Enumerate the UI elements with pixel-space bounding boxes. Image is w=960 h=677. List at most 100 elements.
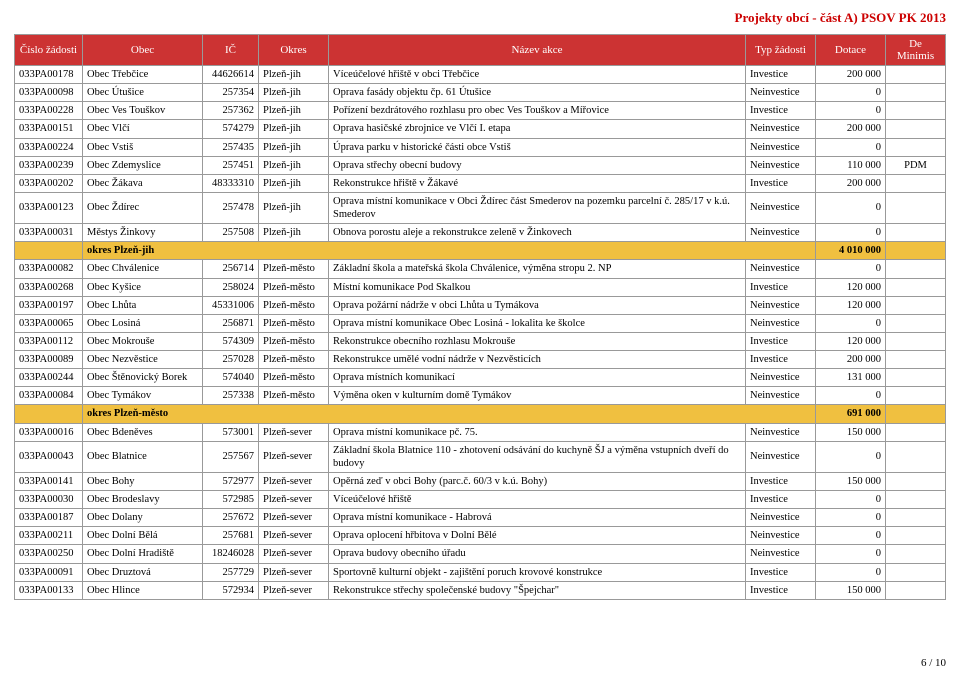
col-akce-cell: Základní škola Blatnice 110 - zhotovení … [329, 441, 746, 472]
col-ic-cell: 257354 [203, 84, 259, 102]
col-typ-cell: Neinvestice [746, 224, 816, 242]
table-row: 033PA00043Obec Blatnice257567Plzeň-sever… [15, 441, 946, 472]
col-okres-cell: Plzeň-sever [259, 441, 329, 472]
col-akce-cell: Sportovně kulturní objekt - zajištění po… [329, 563, 746, 581]
col-dot-cell: 200 000 [816, 66, 886, 84]
col-okres: Okres [259, 35, 329, 66]
col-id-cell: 033PA00065 [15, 314, 83, 332]
col-dm-cell [886, 296, 946, 314]
table-row: 033PA00187Obec Dolany257672Plzeň-severOp… [15, 509, 946, 527]
col-id-cell: 033PA00123 [15, 192, 83, 223]
col-dot-cell: 110 000 [816, 156, 886, 174]
col-typ-cell: Investice [746, 491, 816, 509]
col-dot-cell: 0 [816, 224, 886, 242]
col-typ-cell: Investice [746, 66, 816, 84]
col-obec-cell: Obec Mokrouše [83, 332, 203, 350]
col-akce-cell: Víceúčelové hřiště [329, 491, 746, 509]
table-row: 033PA00211Obec Dolní Bělá257681Plzeň-sev… [15, 527, 946, 545]
col-dm-cell [886, 423, 946, 441]
col-ic-cell: 18246028 [203, 545, 259, 563]
col-id-cell: 033PA00151 [15, 120, 83, 138]
col-typ-cell: Neinvestice [746, 260, 816, 278]
col-okres-cell: Plzeň-sever [259, 509, 329, 527]
col-id-cell: 033PA00178 [15, 66, 83, 84]
col-typ-cell: Investice [746, 472, 816, 490]
col-ic-cell: 48333310 [203, 174, 259, 192]
col-id-cell: 033PA00224 [15, 138, 83, 156]
col-typ-cell: Investice [746, 102, 816, 120]
col-akce-cell: Místní komunikace Pod Skalkou [329, 278, 746, 296]
col-akce-cell: Oprava hasičské zbrojnice ve Vlčí I. eta… [329, 120, 746, 138]
col-id-cell: 033PA00250 [15, 545, 83, 563]
col-ic-cell: 574279 [203, 120, 259, 138]
col-akce-cell: Opěrná zeď v obci Bohy (parc.č. 60/3 v k… [329, 472, 746, 490]
col-id-cell: 033PA00031 [15, 224, 83, 242]
col-dm-cell [886, 314, 946, 332]
col-ic-cell: 257338 [203, 387, 259, 405]
col-dm-cell [886, 332, 946, 350]
col-ic-cell: 257478 [203, 192, 259, 223]
col-ic-cell: 572985 [203, 491, 259, 509]
col-ic-cell: 256871 [203, 314, 259, 332]
col-dm-cell [886, 387, 946, 405]
col-id-cell: 033PA00239 [15, 156, 83, 174]
col-obec-cell: Obec Vlčí [83, 120, 203, 138]
table-row: 033PA00016Obec Bdeněves573001Plzeň-sever… [15, 423, 946, 441]
col-ic-cell: 258024 [203, 278, 259, 296]
col-ic-cell: 257451 [203, 156, 259, 174]
table-row: 033PA00030Obec Brodeslavy572985Plzeň-sev… [15, 491, 946, 509]
col-dot-cell: 0 [816, 563, 886, 581]
col-obec-cell: Obec Bdeněves [83, 423, 203, 441]
table-header-row: Číslo žádosti Obec IČ Okres Název akce T… [15, 35, 946, 66]
col-id-cell: 033PA00244 [15, 369, 83, 387]
col-akce-cell: Oprava místní komunikace Obec Losiná - l… [329, 314, 746, 332]
col-akce-cell: Výměna oken v kulturním domě Tymákov [329, 387, 746, 405]
col-dm-cell [886, 369, 946, 387]
col-akce-cell: Oprava místní komunikace v Obci Ždírec č… [329, 192, 746, 223]
col-id-cell: 033PA00030 [15, 491, 83, 509]
table-row: 033PA00239Obec Zdemyslice257451Plzeň-jih… [15, 156, 946, 174]
col-ic-cell: 574040 [203, 369, 259, 387]
col-typ-cell: Neinvestice [746, 296, 816, 314]
col-dot-cell: 150 000 [816, 472, 886, 490]
col-akce-cell: Rekonstrukce umělé vodní nádrže v Nezvěs… [329, 351, 746, 369]
col-okres-cell: Plzeň-město [259, 278, 329, 296]
col-ic-cell: 256714 [203, 260, 259, 278]
col-obec-cell: Obec Bohy [83, 472, 203, 490]
col-id: Číslo žádosti [15, 35, 83, 66]
col-okres-cell: Plzeň-jih [259, 192, 329, 223]
col-dm-cell [886, 224, 946, 242]
col-dot-cell: 0 [816, 260, 886, 278]
col-akce-cell: Rekonstrukce obecního rozhlasu Mokrouše [329, 332, 746, 350]
subtotal-blank [15, 405, 83, 423]
col-ic-cell: 257435 [203, 138, 259, 156]
subtotal-label: okres Plzeň-město [83, 405, 816, 423]
col-akce-cell: Oprava místních komunikací [329, 369, 746, 387]
document-title: Projekty obcí - část A) PSOV PK 2013 [14, 10, 946, 26]
col-okres-cell: Plzeň-jih [259, 102, 329, 120]
col-obec-cell: Obec Zdemyslice [83, 156, 203, 174]
col-dot-cell: 0 [816, 491, 886, 509]
col-dot-cell: 0 [816, 84, 886, 102]
col-typ-cell: Neinvestice [746, 156, 816, 174]
table-row: 033PA00250Obec Dolní Hradiště18246028Plz… [15, 545, 946, 563]
col-dot-cell: 120 000 [816, 332, 886, 350]
col-typ-cell: Neinvestice [746, 120, 816, 138]
col-akce-cell: Základní škola a mateřská škola Chváleni… [329, 260, 746, 278]
col-akce-cell: Oprava oplocení hřbitova v Dolní Bělé [329, 527, 746, 545]
col-typ-cell: Neinvestice [746, 192, 816, 223]
subtotal-blank [15, 242, 83, 260]
col-okres-cell: Plzeň-jih [259, 224, 329, 242]
table-row: 033PA00202Obec Žákava48333310Plzeň-jihRe… [15, 174, 946, 192]
table-row: 033PA00197Obec Lhůta45331006Plzeň-městoO… [15, 296, 946, 314]
col-obec-cell: Obec Dolany [83, 509, 203, 527]
col-obec-cell: Obec Nezvěstice [83, 351, 203, 369]
table-row: 033PA00089Obec Nezvěstice257028Plzeň-měs… [15, 351, 946, 369]
col-dm-cell [886, 545, 946, 563]
table-row: 033PA00228Obec Ves Touškov257362Plzeň-ji… [15, 102, 946, 120]
col-obec-cell: Obec Ves Touškov [83, 102, 203, 120]
col-dm-cell [886, 102, 946, 120]
col-dm-cell [886, 138, 946, 156]
subtotal-dm [886, 242, 946, 260]
col-typ-cell: Neinvestice [746, 545, 816, 563]
